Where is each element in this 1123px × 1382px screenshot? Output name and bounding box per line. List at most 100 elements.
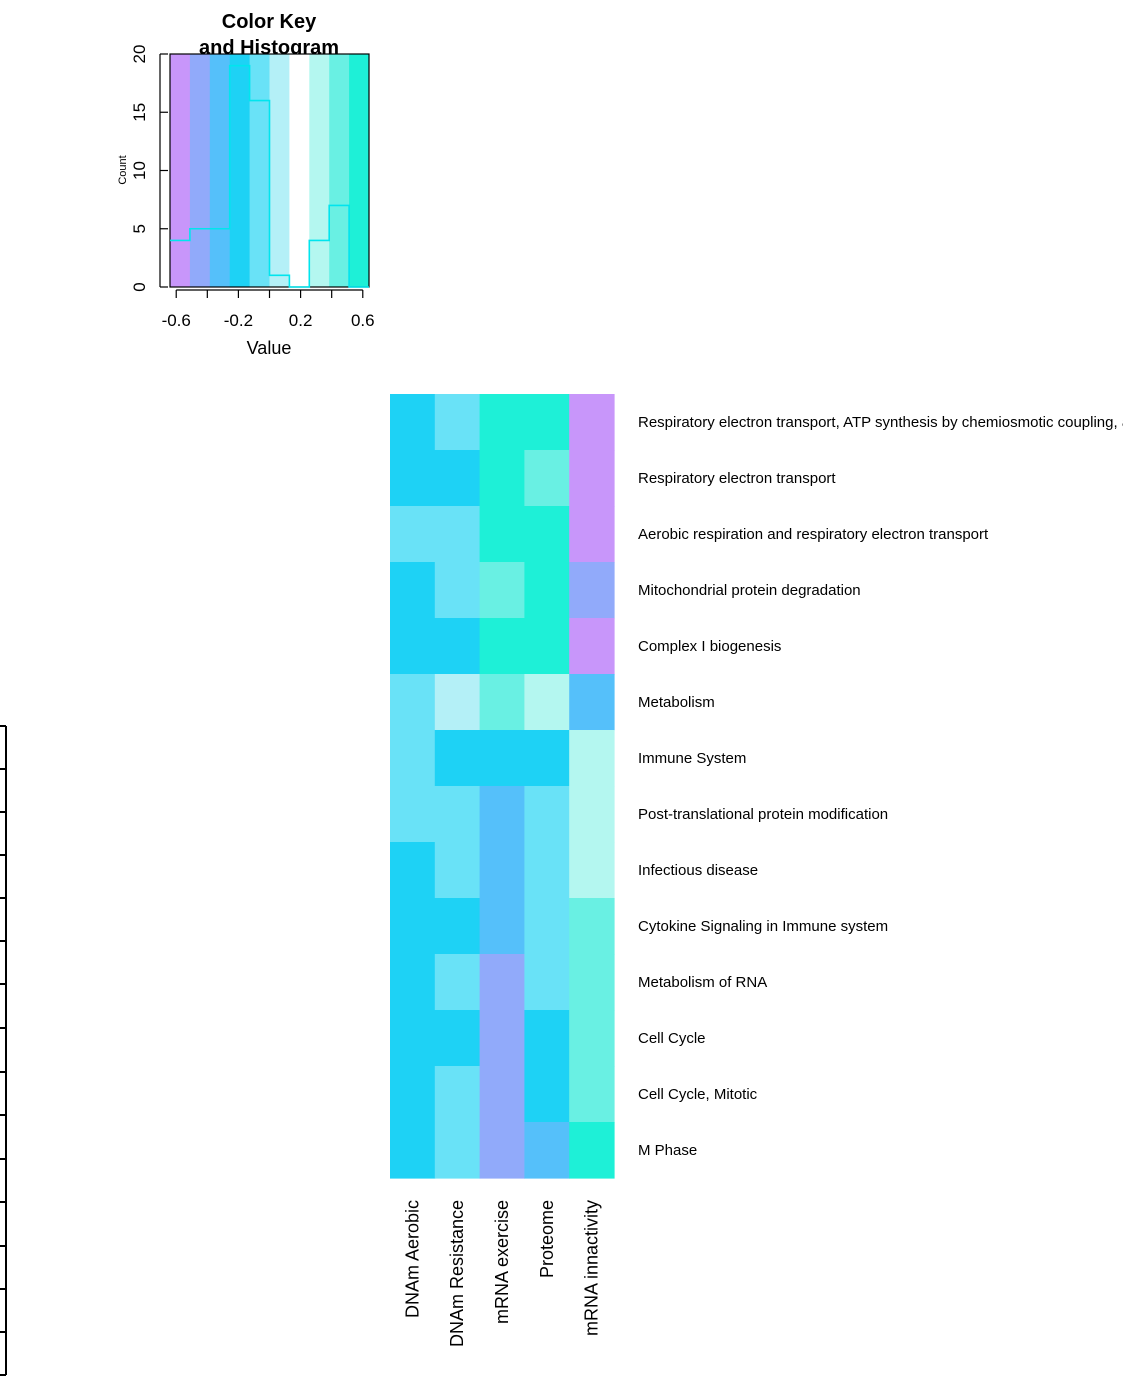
heatmap-column-label-2: mRNA exercise xyxy=(492,1200,512,1324)
heatmap-row-label-11: Cell Cycle xyxy=(638,1030,706,1047)
color-key-histogram xyxy=(170,64,369,288)
color-key-bin-6 xyxy=(289,54,310,287)
heatmap-cell-r9-c4 xyxy=(569,898,615,955)
color-key-bin-9 xyxy=(349,54,370,287)
heatmap-cell-r2-c3 xyxy=(524,506,570,563)
heatmap-column-labels: DNAm Aerobic DNAm Resistance mRNA exercise… xyxy=(402,1200,601,1347)
heatmap-cell-r0-c2 xyxy=(479,394,525,451)
color-key-title-line-1: Color Key xyxy=(222,11,317,33)
color-key-bin-0 xyxy=(170,54,191,287)
heatmap-row-label-1: Respiratory electron transport xyxy=(638,470,836,487)
heatmap-column-label-1: DNAm Resistance xyxy=(447,1200,467,1347)
color-key-x-axis: -0.6 -0.2 0.2 0.6 xyxy=(162,289,375,330)
heatmap-cell-r13-c4 xyxy=(569,1122,615,1179)
heatmap-row-label-10: Metabolism of RNA xyxy=(638,974,767,991)
heatmap-row-label-9: Cytokine Signaling in Immune system xyxy=(638,918,888,935)
heatmap-row-label-2: Aerobic respiration and respiratory elec… xyxy=(638,526,989,543)
heatmap-cell-r0-c4 xyxy=(569,394,615,451)
heatmap-row-label-4: Complex I biogenesis xyxy=(638,638,781,655)
heatmap-cell-r5-c0 xyxy=(390,674,436,731)
heatmap-cell-r0-c0 xyxy=(390,394,436,451)
heatmap-column-label-3: Proteome xyxy=(537,1200,557,1278)
color-key-histogram-line xyxy=(170,64,369,288)
color-key-x-tick-label: 0.2 xyxy=(289,311,313,330)
color-key-bins xyxy=(169,53,370,288)
heatmap-cell-r11-c2 xyxy=(479,1010,525,1067)
heatmap-cell-r7-c3 xyxy=(524,786,570,843)
color-key-bin-7 xyxy=(309,54,330,287)
heatmap-cell-r11-c0 xyxy=(390,1010,436,1067)
heatmap-cell-r2-c4 xyxy=(569,506,615,563)
heatmap-cell-r12-c0 xyxy=(390,1066,436,1123)
color-key-y-tick-label: 5 xyxy=(130,224,149,233)
heatmap-cell-r9-c0 xyxy=(390,898,436,955)
heatmap-row-label-5: Metabolism xyxy=(638,694,715,711)
heatmap-row-labels: Respiratory electron transport, ATP synt… xyxy=(638,414,1123,1159)
heatmap-cell-r13-c2 xyxy=(479,1122,525,1179)
heatmap-cell-r13-c3 xyxy=(524,1122,570,1179)
heatmap-cell-r10-c2 xyxy=(479,954,525,1011)
heatmap-cell-r1-c1 xyxy=(434,450,481,507)
color-key: Color Key and Histogram -0.6 -0.2 0.2 0.6 0… xyxy=(117,11,375,358)
color-key-x-axis-title: Value xyxy=(247,338,292,358)
heatmap-cell-r10-c4 xyxy=(569,954,615,1011)
heatmap-cell-r6-c3 xyxy=(524,730,570,787)
heatmap-cell-r1-c3 xyxy=(524,450,570,507)
heatmap-cell-r3-c2 xyxy=(479,562,525,619)
heatmap-cell-r13-c1 xyxy=(434,1122,481,1179)
row-dendrogram-fragment xyxy=(0,725,7,1376)
heatmap-cell-r9-c1 xyxy=(434,898,481,955)
heatmap-cell-r7-c0 xyxy=(390,786,436,843)
heatmap-cell-r4-c0 xyxy=(390,618,436,675)
heatmap-cell-r4-c3 xyxy=(524,618,570,675)
heatmap-cell-r5-c3 xyxy=(524,674,570,731)
heatmap-row-label-0: Respiratory electron transport, ATP synt… xyxy=(638,414,1123,431)
heatmap-cell-r1-c0 xyxy=(390,450,436,507)
heatmap-cell-r10-c1 xyxy=(434,954,481,1011)
heatmap-row-label-13: M Phase xyxy=(638,1142,697,1159)
color-key-y-tick-label: 10 xyxy=(130,161,149,180)
heatmap-cell-r4-c1 xyxy=(434,618,481,675)
color-key-bin-1 xyxy=(189,54,211,287)
heatmap-cell-r5-c2 xyxy=(479,674,525,731)
heatmap-cell-r0-c3 xyxy=(524,394,570,451)
heatmap-cell-r2-c1 xyxy=(434,506,481,563)
heatmap-cell-r12-c2 xyxy=(479,1066,525,1123)
heatmap-row-label-8: Infectious disease xyxy=(638,862,758,879)
heatmap-cell-r11-c3 xyxy=(524,1010,570,1067)
heatmap-cell-r1-c2 xyxy=(479,450,525,507)
heatmap-cells xyxy=(390,394,615,1179)
heatmap-cell-r13-c0 xyxy=(390,1122,436,1179)
heatmap-cell-r10-c3 xyxy=(524,954,570,1011)
heatmap-cell-r3-c0 xyxy=(390,562,436,619)
color-key-bin-3 xyxy=(229,54,251,287)
heatmap-cell-r3-c4 xyxy=(569,562,615,619)
color-key-y-axis-title: Count xyxy=(117,155,129,184)
heatmap-cell-r6-c4 xyxy=(569,730,615,787)
heatmap-cell-r2-c2 xyxy=(479,506,525,563)
heatmap-cell-r12-c4 xyxy=(569,1066,615,1123)
heatmap-cell-r6-c1 xyxy=(434,730,481,787)
color-key-bin-2 xyxy=(209,54,231,287)
color-key-y-tick-label: 15 xyxy=(130,103,149,122)
heatmap-cell-r10-c0 xyxy=(390,954,436,1011)
heatmap-cell-r8-c4 xyxy=(569,842,615,899)
heatmap-cell-r4-c4 xyxy=(569,618,615,675)
heatmap-cell-r9-c2 xyxy=(479,898,525,955)
heatmap-row-label-7: Post-translational protein modification xyxy=(638,806,888,823)
heatmap-cell-r1-c4 xyxy=(569,450,615,507)
heatmap-cell-r11-c1 xyxy=(434,1010,481,1067)
heatmap-cell-r8-c2 xyxy=(479,842,525,899)
heatmap-cell-r9-c3 xyxy=(524,898,570,955)
color-key-bin-8 xyxy=(329,54,350,287)
color-key-bin-5 xyxy=(269,54,290,287)
color-key-x-tick-label: -0.2 xyxy=(224,311,253,330)
color-key-y-tick-label: 20 xyxy=(130,45,149,64)
heatmap-cell-r7-c1 xyxy=(434,786,481,843)
color-key-x-tick-label: -0.6 xyxy=(162,311,191,330)
heatmap-cell-r6-c2 xyxy=(479,730,525,787)
heatmap-cell-r8-c1 xyxy=(434,842,481,899)
heatmap-cell-r7-c2 xyxy=(479,786,525,843)
